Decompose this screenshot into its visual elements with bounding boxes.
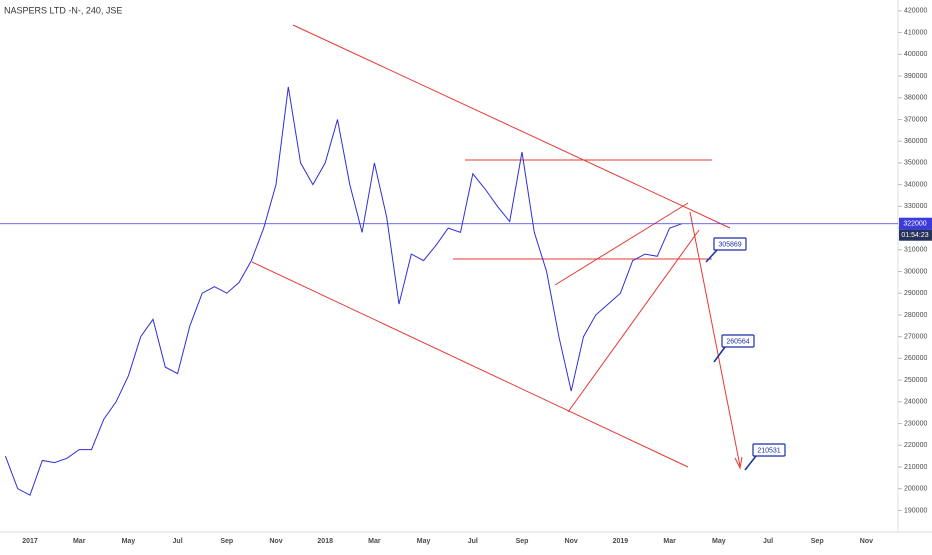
- y-tick-label: 420000: [904, 8, 927, 15]
- callout-box: [721, 334, 755, 348]
- x-tick-label: Jul: [763, 538, 773, 545]
- y-tick-label: 200000: [904, 486, 927, 493]
- y-tick-label: 220000: [904, 442, 927, 449]
- x-tick-label: May: [712, 538, 726, 545]
- trend-line: [567, 229, 700, 413]
- y-tick-label: 350000: [904, 160, 927, 167]
- x-tick-label: 2017: [22, 538, 38, 545]
- y-tick-label: 190000: [904, 507, 927, 514]
- callout-box: [752, 443, 786, 457]
- y-tick-label: 230000: [904, 420, 927, 427]
- arrow-head: [734, 456, 743, 470]
- y-tick-label: 210000: [904, 464, 927, 471]
- x-tick-label: Nov: [269, 538, 282, 545]
- y-tick-label: 270000: [904, 334, 927, 341]
- y-tick-label: 290000: [904, 290, 927, 297]
- y-tick-label: 280000: [904, 312, 927, 319]
- y-tick-label: 310000: [904, 247, 927, 254]
- x-tick-label: Jul: [173, 538, 183, 545]
- callout-tail: [744, 455, 757, 471]
- y-tick-label: 300000: [904, 268, 927, 275]
- y-tick-label: 360000: [904, 138, 927, 145]
- x-tick-label: Sep: [516, 538, 529, 545]
- y-tick-label: 380000: [904, 95, 927, 102]
- y-tick-label: 330000: [904, 203, 927, 210]
- callout-label: 305869: [718, 241, 741, 248]
- x-tick-label: Sep: [220, 538, 233, 545]
- x-tick-label: 2019: [613, 538, 629, 545]
- x-tick-label: Mar: [663, 538, 676, 545]
- y-tick-label: 260000: [904, 355, 927, 362]
- y-tick-label: 250000: [904, 377, 927, 384]
- x-tick-label: Sep: [811, 538, 824, 545]
- y-tick-label: 400000: [904, 51, 927, 58]
- price-label-box: [899, 217, 932, 230]
- y-tick-label: 390000: [904, 73, 927, 80]
- countdown-box: [899, 229, 932, 241]
- x-tick-label: Nov: [565, 538, 578, 545]
- x-tick-label: Nov: [860, 538, 873, 545]
- x-tick-label: May: [417, 538, 431, 545]
- y-tick-label: 340000: [904, 181, 927, 188]
- x-tick-label: May: [122, 538, 136, 545]
- callout-tail: [705, 249, 718, 263]
- price-line: [4, 86, 683, 496]
- y-tick-label: 240000: [904, 399, 927, 406]
- callout-tail: [713, 346, 726, 363]
- countdown: 01:54:23: [901, 232, 928, 239]
- x-tick-label: Jul: [468, 538, 478, 545]
- x-tick-label: Mar: [368, 538, 381, 545]
- trend-line: [554, 202, 689, 286]
- price-label: 322000: [903, 221, 926, 228]
- chart-title: NASPERS LTD -N-, 240, JSE: [4, 5, 122, 15]
- callout-label: 210531: [757, 447, 780, 454]
- x-tick-label: Mar: [73, 538, 86, 545]
- callout-label: 260564: [726, 338, 749, 345]
- x-tick-label: 2018: [317, 538, 333, 545]
- trend-line: [251, 261, 689, 468]
- trend-line: [689, 211, 741, 467]
- y-tick-label: 410000: [904, 29, 927, 36]
- callout-box: [713, 237, 747, 251]
- drawings: [251, 24, 743, 470]
- trend-line: [292, 24, 731, 229]
- y-tick-label: 370000: [904, 116, 927, 123]
